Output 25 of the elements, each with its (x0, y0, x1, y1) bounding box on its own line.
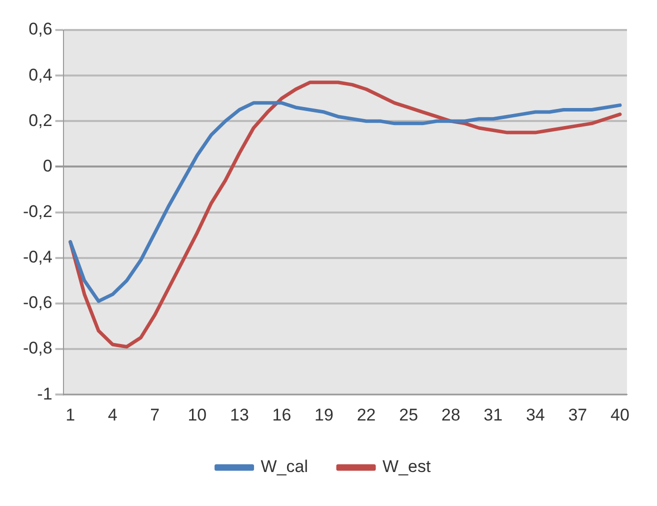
x-tick-label: 31 (484, 405, 503, 424)
x-tick-label: 19 (314, 405, 334, 424)
y-tick-label: -0,2 (22, 202, 52, 221)
x-tick-label: 37 (568, 405, 588, 424)
x-tick-label: 34 (526, 405, 545, 424)
x-tick-label: 13 (230, 405, 249, 424)
x-tick-label: 40 (610, 405, 630, 424)
x-tick-label: 7 (150, 405, 160, 424)
y-tick-label: 0 (42, 156, 52, 176)
y-tick-label: 0,6 (28, 20, 52, 39)
x-tick-label: 25 (399, 405, 418, 424)
y-tick-label: 0,4 (28, 65, 52, 84)
x-tick-label: 4 (108, 405, 118, 424)
y-tick-label: 0,2 (28, 110, 52, 130)
legend-label: W_est (382, 457, 431, 476)
x-tick-label: 28 (441, 405, 460, 424)
x-tick-label: 16 (272, 405, 292, 424)
x-tick-label: 1 (66, 405, 76, 424)
y-tick-label: -0,8 (22, 338, 52, 358)
y-tick-label: -0,6 (22, 293, 52, 312)
x-tick-label: 10 (188, 405, 207, 424)
legend-label: W_cal (260, 457, 308, 476)
y-tick-label: -0,4 (22, 248, 52, 267)
x-tick-label: 22 (356, 405, 376, 424)
y-tick-label: -1 (37, 384, 52, 404)
